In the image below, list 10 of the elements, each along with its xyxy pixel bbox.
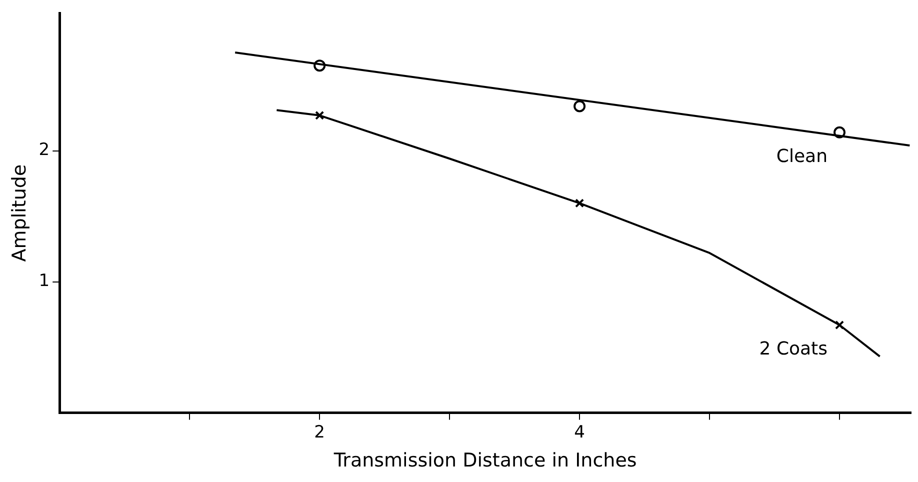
y-axis-title: Amplitude bbox=[8, 164, 30, 262]
series-label: Clean bbox=[776, 146, 828, 168]
point bbox=[834, 320, 844, 330]
series-label: 2 Coats bbox=[759, 338, 828, 360]
point bbox=[575, 198, 584, 208]
x-axis-title: Transmission Distance in Inches bbox=[332, 450, 637, 472]
y-tick-label: 1 bbox=[38, 271, 50, 292]
point bbox=[315, 110, 324, 120]
point bbox=[574, 100, 586, 112]
x-tick-label: 4 bbox=[574, 422, 585, 442]
